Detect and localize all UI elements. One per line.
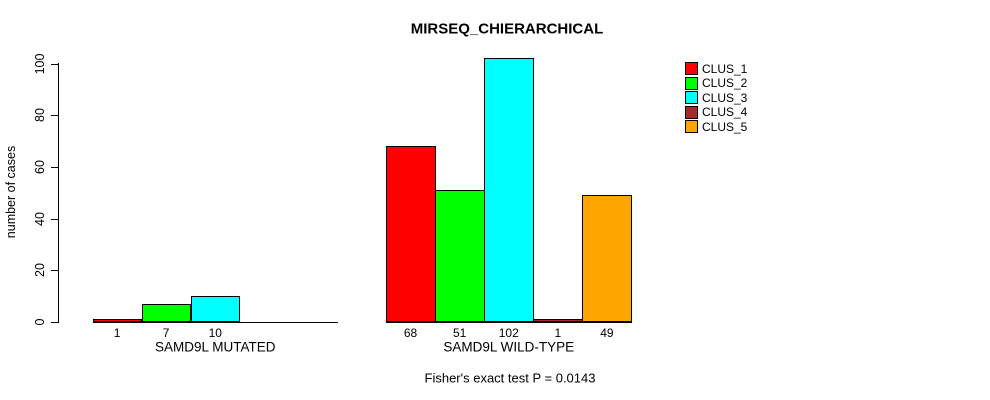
legend-label: CLUS_1 (702, 61, 748, 76)
bar-value-label: 49 (600, 326, 614, 340)
bar-clus_1 (386, 146, 436, 322)
bar-clus_2 (141, 304, 192, 322)
chart-title: MIRSEQ_CHIERARCHICAL (410, 20, 604, 38)
legend-swatch (685, 76, 698, 90)
y-tick-label: 80 (33, 108, 47, 123)
y-tick (51, 218, 58, 220)
bar-value-label: 1 (113, 326, 121, 340)
bar-value-label: 7 (162, 326, 170, 340)
x-axis-baseline (386, 322, 632, 323)
bar-value-label: 10 (208, 326, 222, 340)
bar-value-label: 51 (452, 326, 467, 340)
y-tick (51, 322, 58, 323)
y-tick-label: 20 (33, 263, 47, 278)
y-tick (51, 166, 58, 168)
bar-clus_4 (533, 319, 583, 322)
y-tick (51, 115, 58, 117)
bar-clus_3 (190, 296, 241, 322)
y-tick-label: 40 (33, 211, 47, 226)
legend-label: CLUS_4 (702, 105, 748, 120)
bar-value-label: 102 (498, 326, 519, 340)
x-axis-baseline (92, 322, 338, 323)
y-tick-label: 0 (33, 318, 47, 326)
y-axis-line (58, 63, 59, 323)
y-tick-label: 60 (33, 159, 47, 174)
y-tick (51, 63, 58, 65)
group-label: SAMD9L MUTATED (154, 339, 276, 355)
bar-value-label: 68 (403, 326, 418, 340)
bar-clus_1 (92, 319, 143, 322)
y-tick (51, 270, 58, 272)
bar-clus_2 (435, 190, 485, 322)
group-label: SAMD9L WILD-TYPE (443, 339, 575, 355)
legend-swatch (685, 105, 698, 119)
legend-label: CLUS_2 (702, 76, 748, 91)
y-axis-label: number of cases (4, 145, 18, 239)
legend-swatch (685, 62, 698, 75)
bar-clus_5 (582, 195, 632, 322)
y-tick-label: 100 (33, 53, 47, 74)
bar-clus_3 (484, 58, 534, 322)
annotation-text: Fisher's exact test P = 0.0143 (424, 370, 596, 386)
legend-swatch (685, 120, 698, 134)
legend-swatch (685, 91, 698, 105)
legend-label: CLUS_5 (702, 119, 748, 134)
legend-label: CLUS_3 (702, 90, 748, 105)
bar-value-label: 1 (554, 326, 562, 340)
